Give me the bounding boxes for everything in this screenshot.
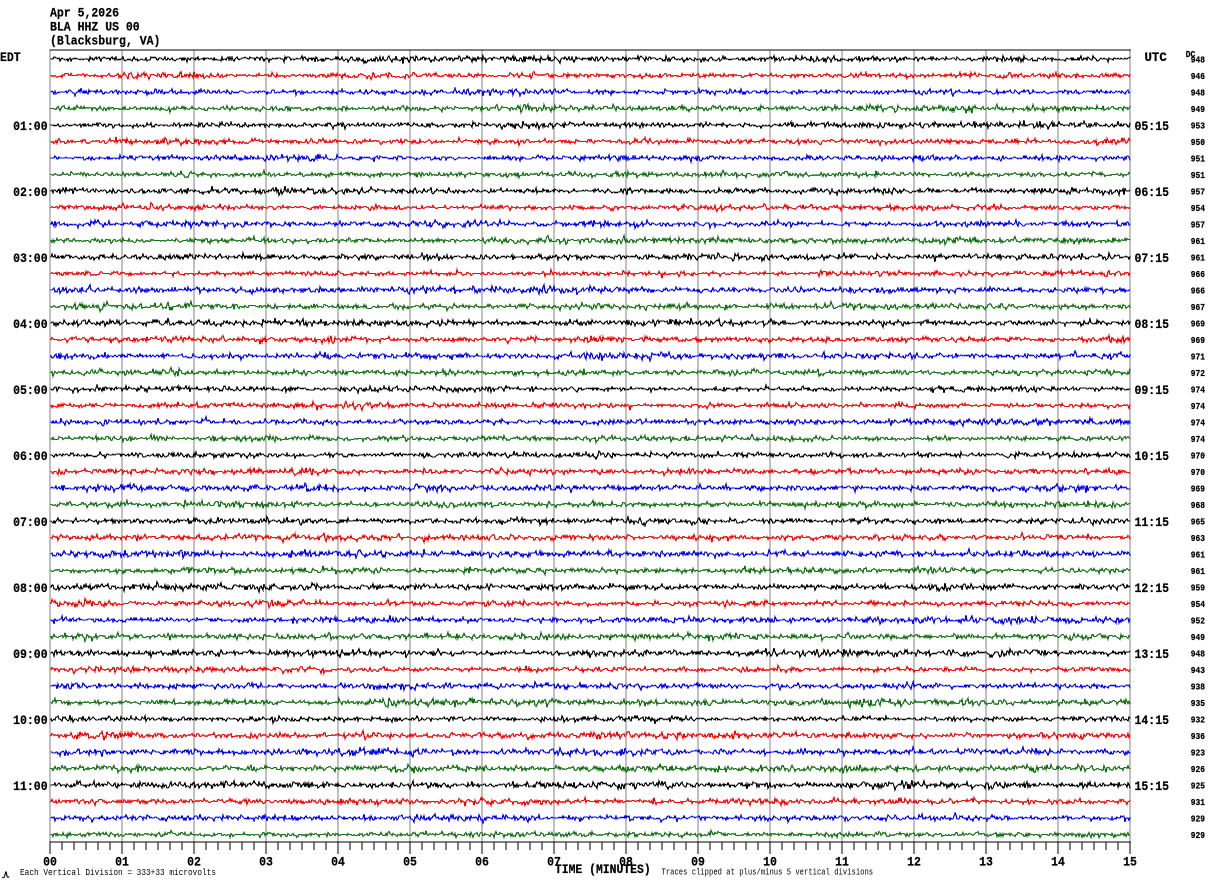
svg-text:969: 969 — [1191, 319, 1205, 329]
svg-text:950: 950 — [1191, 138, 1205, 148]
svg-text:06:00: 06:00 — [13, 449, 48, 464]
svg-text:15:15: 15:15 — [1135, 779, 1170, 794]
svg-text:961: 961 — [1191, 237, 1206, 247]
svg-text:968: 968 — [1191, 501, 1205, 511]
svg-text:974: 974 — [1191, 402, 1206, 412]
svg-text:966: 966 — [1191, 286, 1205, 296]
svg-text:926: 926 — [1191, 765, 1205, 775]
svg-text:923: 923 — [1191, 748, 1205, 758]
svg-text:969: 969 — [1191, 484, 1205, 494]
svg-text:967: 967 — [1191, 303, 1205, 313]
svg-text:961: 961 — [1191, 567, 1206, 577]
svg-text:938: 938 — [1191, 682, 1205, 692]
svg-text:931: 931 — [1191, 798, 1206, 808]
svg-text:(Blacksburg, VA): (Blacksburg, VA) — [50, 33, 160, 48]
svg-text:07:15: 07:15 — [1135, 251, 1170, 266]
svg-text:953: 953 — [1191, 121, 1205, 131]
svg-text:12: 12 — [907, 854, 921, 869]
svg-text:Apr 5,2026: Apr 5,2026 — [50, 6, 119, 21]
svg-text:04:00: 04:00 — [13, 317, 48, 332]
svg-text:929: 929 — [1191, 831, 1205, 841]
svg-text:957: 957 — [1191, 220, 1205, 230]
svg-text:957: 957 — [1191, 187, 1205, 197]
svg-text:13:15: 13:15 — [1135, 647, 1170, 662]
svg-text:01: 01 — [115, 854, 129, 869]
svg-text:935: 935 — [1191, 699, 1205, 709]
svg-text:13: 13 — [979, 854, 993, 869]
svg-text:04: 04 — [331, 854, 345, 869]
svg-text:932: 932 — [1191, 715, 1205, 725]
svg-text:TIME (MINUTES): TIME (MINUTES) — [555, 862, 651, 877]
svg-text:EDT: EDT — [0, 50, 21, 65]
svg-text:951: 951 — [1191, 171, 1206, 181]
svg-text:15: 15 — [1123, 854, 1137, 869]
svg-text:954: 954 — [1191, 204, 1206, 214]
svg-text:02: 02 — [187, 854, 201, 869]
svg-text:974: 974 — [1191, 435, 1206, 445]
svg-text:12:15: 12:15 — [1135, 581, 1170, 596]
svg-text:14:15: 14:15 — [1135, 713, 1170, 728]
svg-text:952: 952 — [1191, 616, 1205, 626]
svg-text:08:15: 08:15 — [1135, 317, 1170, 332]
svg-text:974: 974 — [1191, 418, 1206, 428]
svg-text:963: 963 — [1191, 534, 1205, 544]
svg-text:08: 08 — [619, 854, 633, 869]
svg-text:974: 974 — [1191, 385, 1206, 395]
svg-text:943: 943 — [1191, 666, 1205, 676]
svg-text:929: 929 — [1191, 814, 1205, 824]
svg-text:925: 925 — [1191, 781, 1205, 791]
svg-text:948: 948 — [1191, 88, 1205, 98]
svg-text:01:00: 01:00 — [13, 119, 48, 134]
svg-text:949: 949 — [1191, 105, 1205, 115]
svg-text:10: 10 — [763, 854, 777, 869]
svg-text:949: 949 — [1191, 633, 1205, 643]
svg-text:970: 970 — [1191, 468, 1205, 478]
svg-text:966: 966 — [1191, 270, 1205, 280]
svg-text:11: 11 — [835, 854, 849, 869]
svg-text:07: 07 — [547, 854, 561, 869]
svg-text:959: 959 — [1191, 583, 1205, 593]
svg-text:948: 948 — [1191, 649, 1205, 659]
svg-text:Each Vertical Division = 333+: Each Vertical Division = 333+33 microvol… — [20, 867, 216, 878]
svg-text:06: 06 — [475, 854, 489, 869]
svg-text:06:15: 06:15 — [1135, 185, 1170, 200]
svg-text:11:15: 11:15 — [1135, 515, 1170, 530]
svg-text:00: 00 — [43, 854, 57, 869]
svg-text:961: 961 — [1191, 253, 1206, 263]
svg-text:965: 965 — [1191, 517, 1205, 527]
svg-text:BLA HHZ US 00: BLA HHZ US 00 — [50, 20, 140, 35]
svg-text:09:00: 09:00 — [13, 647, 48, 662]
svg-text:02:00: 02:00 — [13, 185, 48, 200]
svg-text:954: 954 — [1191, 600, 1206, 610]
svg-text:970: 970 — [1191, 451, 1205, 461]
svg-text:14: 14 — [1051, 854, 1065, 869]
svg-text:10:00: 10:00 — [13, 713, 48, 728]
svg-text:09:15: 09:15 — [1135, 383, 1170, 398]
svg-text:05:00: 05:00 — [13, 383, 48, 398]
svg-text:948: 948 — [1191, 55, 1205, 65]
svg-text:UTC: UTC — [1145, 50, 1167, 65]
svg-text:969: 969 — [1191, 336, 1205, 346]
svg-text:10:15: 10:15 — [1135, 449, 1170, 464]
svg-text:08:00: 08:00 — [13, 581, 48, 596]
svg-text:05:15: 05:15 — [1135, 119, 1170, 134]
svg-text:09: 09 — [691, 854, 705, 869]
svg-text:972: 972 — [1191, 369, 1205, 379]
svg-text:961: 961 — [1191, 550, 1206, 560]
svg-text:946: 946 — [1191, 72, 1205, 82]
svg-text:951: 951 — [1191, 154, 1206, 164]
svg-text:07:00: 07:00 — [13, 515, 48, 530]
svg-text:971: 971 — [1191, 352, 1206, 362]
svg-text:03:00: 03:00 — [13, 251, 48, 266]
svg-text:Traces clipped at plus/minus 5: Traces clipped at plus/minus 5 vertical … — [662, 866, 874, 877]
svg-text:DC: DC — [1186, 50, 1196, 60]
svg-text:03: 03 — [259, 854, 273, 869]
svg-text:11:00: 11:00 — [13, 779, 48, 794]
svg-text:05: 05 — [403, 854, 417, 869]
svg-text:936: 936 — [1191, 732, 1205, 742]
